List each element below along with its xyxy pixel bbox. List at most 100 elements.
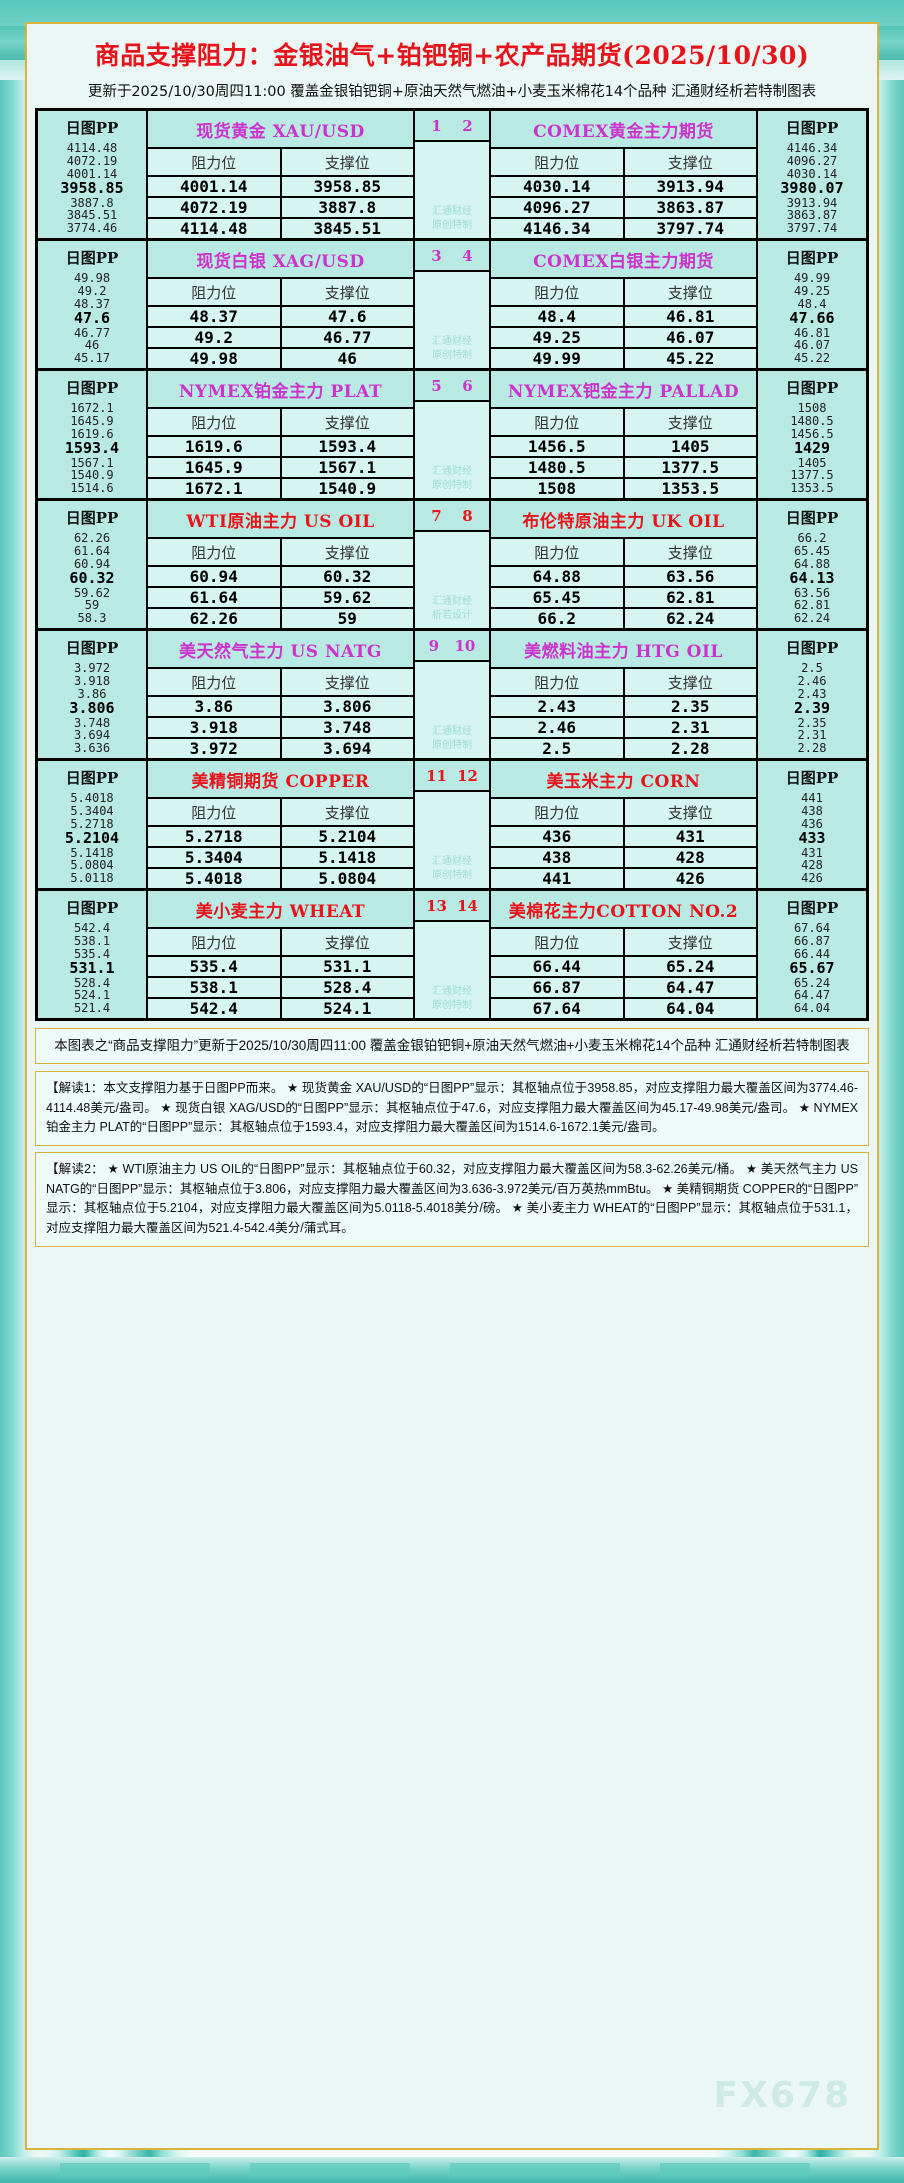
pp-level-value: 58.3 (77, 611, 107, 626)
table-row: 441 426 (491, 869, 756, 888)
bottom-seg-4 (660, 2163, 810, 2177)
bottom-seg-2 (250, 2163, 410, 2177)
pp-level-value: 66.44 (793, 946, 831, 961)
pp-level-value: 62.81 (793, 598, 831, 613)
pivot-point-value: 2.39 (793, 698, 831, 717)
pivot-table-grid: 日图PP 4114.48 4072.19 4001.14 3958.85 3887.8 38… (35, 108, 869, 1021)
resistance-value: 436 (491, 827, 625, 846)
table-row: 535.4 531.1 (148, 957, 413, 978)
table-row: 49.2 46.77 (148, 328, 413, 349)
levels-table-header-row: 阻力位 支撑位 (491, 149, 756, 177)
pp-level-value: 59.62 (73, 585, 111, 600)
table-row: 4072.19 3887.8 (148, 198, 413, 219)
instrument-pair-block: 日图PP 62.26 61.64 60.94 60.32 59.62 59 58.3 WTI原油… (38, 501, 866, 631)
pp-level-value: 49.25 (793, 283, 831, 298)
table-row: 67.64 64.04 (491, 999, 756, 1018)
resistance-header: 阻力位 (491, 799, 625, 825)
table-row: 65.45 62.81 (491, 588, 756, 609)
resistance-value: 3.972 (148, 739, 282, 758)
table-row: 64.88 63.56 (491, 567, 756, 588)
support-header: 支撑位 (667, 933, 713, 952)
instrument-name: WTI原油主力 US OIL (148, 501, 413, 537)
support-value: 3797.74 (656, 219, 724, 238)
pp-column: 日图PP 5.4018 5.3404 5.2718 5.2104 5.1418 5.0804… (38, 761, 148, 888)
pp-level-value: 49.98 (73, 271, 111, 286)
pp-column-header: 日图PP (65, 769, 119, 787)
pp-level-value: 66.87 (793, 933, 831, 948)
index-right: 14 (457, 897, 478, 915)
instrument-name: 美小麦主力 WHEAT (148, 891, 413, 927)
resistance-value: 62.26 (148, 609, 282, 628)
instrument-panel: 现货黄金 XAU/USD 阻力位 支撑位 4001.14 3958.85 4072.19 3… (148, 111, 413, 238)
resistance-value: 441 (491, 869, 625, 888)
table-row: 4030.14 3913.94 (491, 177, 756, 198)
pp-column: 日图PP 62.26 61.64 60.94 60.32 59.62 59 58.3 (38, 501, 148, 628)
support-value: 1567.1 (318, 458, 377, 477)
instrument-panel: 美天然气主力 US NATG 阻力位 支撑位 3.86 3.806 3.918 3.748 3… (148, 631, 413, 758)
table-row: 1619.6 1593.4 (148, 437, 413, 458)
pp-level-value: 45.17 (73, 351, 111, 366)
resistance-value: 3.918 (148, 718, 282, 737)
levels-table: 阻力位 支撑位 48.4 46.81 49.25 46.07 49.99 45.22 (491, 277, 756, 368)
pivot-point-value: 5.2104 (64, 828, 120, 847)
resistance-header: 阻力位 (148, 799, 282, 825)
table-row: 1456.5 1405 (491, 437, 756, 458)
block-index-divider: 13 14 汇通财经 原创特制 (413, 891, 491, 1018)
index-right: 10 (454, 637, 476, 655)
support-value: 2.28 (670, 739, 710, 758)
resistance-value: 67.64 (491, 999, 625, 1018)
resistance-value: 60.94 (148, 567, 282, 586)
support-header: 支撑位 (667, 543, 713, 562)
pp-column-header: 日图PP (785, 639, 839, 657)
pp-level-value: 3797.74 (786, 221, 838, 236)
index-left: 1 (431, 117, 442, 135)
pp-column-header: 日图PP (65, 899, 119, 917)
resistance-value: 2.46 (491, 718, 625, 737)
table-row: 542.4 524.1 (148, 999, 413, 1018)
support-header: 支撑位 (667, 153, 713, 172)
support-header: 支撑位 (324, 673, 370, 692)
support-value: 62.81 (666, 588, 715, 607)
levels-table-header-row: 阻力位 支撑位 (491, 279, 756, 307)
brand-watermark: FX678 (713, 2075, 851, 2116)
pp-level-value: 65.45 (793, 543, 831, 558)
block-index-divider: 9 10 汇通财经 原创特制 (413, 631, 491, 758)
watermark-area: 汇通财经 原创特制 (415, 660, 489, 758)
resistance-header: 阻力位 (491, 409, 625, 435)
support-value: 1377.5 (661, 458, 720, 477)
block-index-divider: 11 12 汇通财经 原创特制 (413, 761, 491, 888)
pp-level-value: 535.4 (73, 946, 111, 961)
resistance-value: 4030.14 (491, 177, 625, 196)
pp-level-value: 542.4 (73, 921, 111, 936)
pp-level-value: 46 (84, 338, 100, 353)
instrument-pair-block: 日图PP 1672.1 1645.9 1619.6 1593.4 1567.1 1540.9… (38, 371, 866, 501)
block-index-divider: 5 6 汇通财经 原创特制 (413, 371, 491, 498)
pp-level-value: 3.86 (77, 686, 107, 701)
block-index-numbers: 11 12 (415, 761, 489, 790)
levels-table: 阻力位 支撑位 66.44 65.24 66.87 64.47 67.64 64.04 (491, 927, 756, 1018)
index-right: 6 (462, 377, 473, 395)
resistance-value: 48.37 (148, 307, 282, 326)
support-value: 46 (337, 349, 357, 368)
pp-level-value: 64.88 (793, 556, 831, 571)
pp-column-header: 日图PP (65, 639, 119, 657)
pp-level-value: 2.5 (801, 661, 823, 676)
levels-table: 阻力位 支撑位 1619.6 1593.4 1645.9 1567.1 1672.1 1540… (148, 407, 413, 498)
index-right: 2 (462, 117, 473, 135)
support-value: 2.31 (670, 718, 710, 737)
table-row: 49.98 46 (148, 349, 413, 368)
watermark-line: 汇通财经 (432, 856, 472, 867)
table-row: 1645.9 1567.1 (148, 458, 413, 479)
resistance-value: 65.45 (491, 588, 625, 607)
resistance-value: 49.98 (148, 349, 282, 368)
support-value: 59.62 (323, 588, 372, 607)
instrument-panel: 美玉米主力 CORN 阻力位 支撑位 436 431 438 428 441 426 (491, 761, 756, 888)
watermark-line: 原创特制 (432, 219, 472, 231)
pp-level-value: 49.2 (77, 283, 107, 298)
table-row: 5.3404 5.1418 (148, 848, 413, 869)
index-left: 5 (431, 377, 442, 395)
pivot-point-value: 65.67 (789, 958, 835, 977)
pp-column: 日图PP 441 438 436 433 431 428 426 (756, 761, 866, 888)
pp-level-value: 66.2 (797, 531, 827, 546)
